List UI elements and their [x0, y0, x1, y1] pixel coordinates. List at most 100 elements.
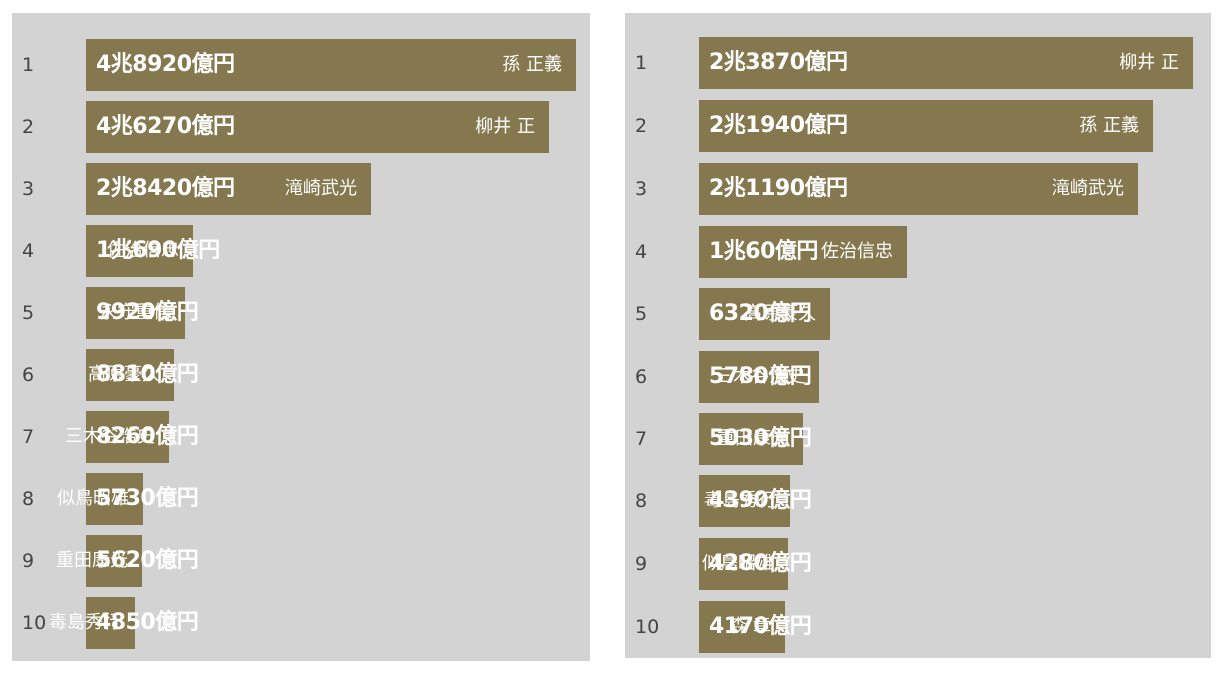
bar: 2兆8420億円 滝崎武光 [86, 163, 371, 215]
rank-label: 9 [22, 550, 35, 572]
person-name: 毒島秀行 [49, 612, 121, 633]
value-label: 2兆3870億円 [709, 50, 848, 75]
rank-label: 7 [635, 428, 648, 450]
rank-label: 6 [635, 366, 648, 388]
value-label: 4390億円 [709, 488, 812, 513]
rank-label: 8 [635, 490, 648, 512]
person-name: 毒島秀行 [704, 490, 776, 511]
ranking-row: 1 2兆3870億円 柳井 正 [625, 37, 1211, 89]
value-label: 9920億円 [96, 300, 199, 325]
rank-label: 5 [635, 303, 648, 325]
ranking-row: 4 1兆60億円 佐治信忠 [625, 226, 1211, 278]
person-name: 森 章 [729, 616, 771, 637]
ranking-row: 6 8810億円 高原豪久 [12, 349, 590, 401]
bar: 5620億円 重田康光 [56, 535, 199, 587]
person-name: 柳井 正 [1119, 52, 1179, 73]
bar: 6320億円 高原豪久 [699, 288, 830, 340]
person-name: 佐治信忠 [107, 240, 179, 261]
person-name: 高原豪久 [744, 303, 816, 324]
bar: 4280億円 似鳥昭雄 [699, 538, 812, 590]
ranking-row: 6 5780億円 三木谷浩史 [625, 351, 1211, 403]
person-name: 佐治信忠 [821, 241, 893, 262]
bar: 5780億円 三木谷浩史 [699, 351, 819, 403]
person-name: 滝崎武光 [285, 178, 357, 199]
ranking-row: 9 4280億円 似鳥昭雄 [625, 538, 1211, 590]
value-label: 4170億円 [709, 614, 812, 639]
value-label: 1兆60億円 [709, 239, 818, 264]
value-label: 1兆690億円 [96, 238, 220, 263]
value-label: 2兆8420億円 [96, 176, 235, 201]
ranking-row: 2 2兆1940億円 孫 正義 [625, 100, 1211, 152]
bar: 4兆8920億円 孫 正義 [86, 39, 576, 91]
rank-label: 6 [22, 364, 35, 386]
value-label: 2兆1190億円 [709, 176, 848, 201]
person-name: 重田康光 [717, 428, 789, 449]
ranking-row: 3 2兆8420億円 滝崎武光 [12, 163, 590, 215]
value-label: 4兆6270億円 [96, 114, 235, 139]
ranking-row: 1 4兆8920億円 孫 正義 [12, 39, 590, 91]
bar: 4兆6270億円 柳井 正 [86, 101, 549, 153]
ranking-row: 3 2兆1190億円 滝崎武光 [625, 163, 1211, 215]
person-name: 高原豪久 [88, 364, 160, 385]
bar: 2兆1940億円 孫 正義 [699, 100, 1153, 152]
ranking-row: 8 5730億円 似鳥昭雄 [12, 473, 590, 525]
rank-label: 4 [635, 241, 648, 263]
rank-label: 2 [635, 115, 648, 137]
ranking-row: 8 4390億円 毒島秀行 [625, 475, 1211, 527]
rank-label: 5 [22, 302, 35, 324]
value-label: 5620億円 [96, 548, 199, 573]
rank-label: 2 [22, 116, 35, 138]
rank-label: 3 [635, 178, 648, 200]
bar: 8810億円 高原豪久 [86, 349, 199, 401]
bar: 9920億円 永守重信 [86, 287, 199, 339]
bar: 5030億円 重田康光 [699, 413, 812, 465]
ranking-row: 7 5030億円 重田康光 [625, 413, 1211, 465]
ranking-row: 4 1兆690億円 佐治信忠 [12, 225, 590, 277]
rank-label: 1 [635, 52, 648, 74]
bar: 5730億円 似鳥昭雄 [57, 473, 199, 525]
ranking-row: 9 5620億円 重田康光 [12, 535, 590, 587]
value-label: 6320億円 [709, 301, 812, 326]
ranking-row: 5 9920億円 永守重信 [12, 287, 590, 339]
ranking-row: 5 6320億円 高原豪久 [625, 288, 1211, 340]
rank-label: 3 [22, 178, 35, 200]
value-label: 4850億円 [96, 610, 199, 635]
bar: 2兆1190億円 滝崎武光 [699, 163, 1138, 215]
bar: 1兆60億円 佐治信忠 [699, 226, 907, 278]
value-label: 5030億円 [709, 426, 812, 451]
bar: 4850億円 毒島秀行 [49, 597, 199, 649]
rank-label: 1 [22, 54, 35, 76]
ranking-panel-left: 1 4兆8920億円 孫 正義 2 4兆6270億円 柳井 正 3 2兆8420億円 滝崎武光 4… [12, 13, 590, 661]
rank-label: 10 [635, 616, 660, 638]
ranking-row: 7 8260億円 三木谷浩史 [12, 411, 590, 463]
person-name: 柳井 正 [475, 116, 535, 137]
bar: 4170億円森 章 [699, 601, 812, 653]
value-label: 4280億円 [709, 551, 812, 576]
bar: 2兆3870億円 柳井 正 [699, 37, 1193, 89]
person-name: 三木谷浩史 [65, 426, 155, 447]
person-name: 重田康光 [56, 550, 128, 571]
ranking-row: 10 4170億円森 章 [625, 601, 1211, 653]
value-label: 8260億円 [96, 424, 199, 449]
rank-label: 7 [22, 426, 35, 448]
person-name: 滝崎武光 [1052, 178, 1124, 199]
person-name: 似鳥昭雄 [702, 553, 774, 574]
rank-label: 9 [635, 553, 648, 575]
rank-label: 4 [22, 240, 35, 262]
value-label: 5780億円 [709, 364, 812, 389]
value-label: 4兆8920億円 [96, 52, 235, 77]
ranking-row: 2 4兆6270億円 柳井 正 [12, 101, 590, 153]
person-name: 孫 正義 [1079, 115, 1139, 136]
person-name: 永守重信 [99, 302, 171, 323]
value-label: 5730億円 [96, 486, 199, 511]
bar: 4390億円 毒島秀行 [699, 475, 812, 527]
person-name: 似鳥昭雄 [57, 488, 129, 509]
value-label: 2兆1940億円 [709, 113, 848, 138]
bar: 8260億円 三木谷浩史 [65, 411, 199, 463]
rank-label: 8 [22, 488, 35, 510]
bar: 1兆690億円 佐治信忠 [86, 225, 220, 277]
person-name: 三木谷浩史 [715, 366, 805, 387]
rank-label: 10 [22, 612, 47, 634]
person-name: 孫 正義 [502, 54, 562, 75]
ranking-row: 10 4850億円 毒島秀行 [12, 597, 590, 649]
